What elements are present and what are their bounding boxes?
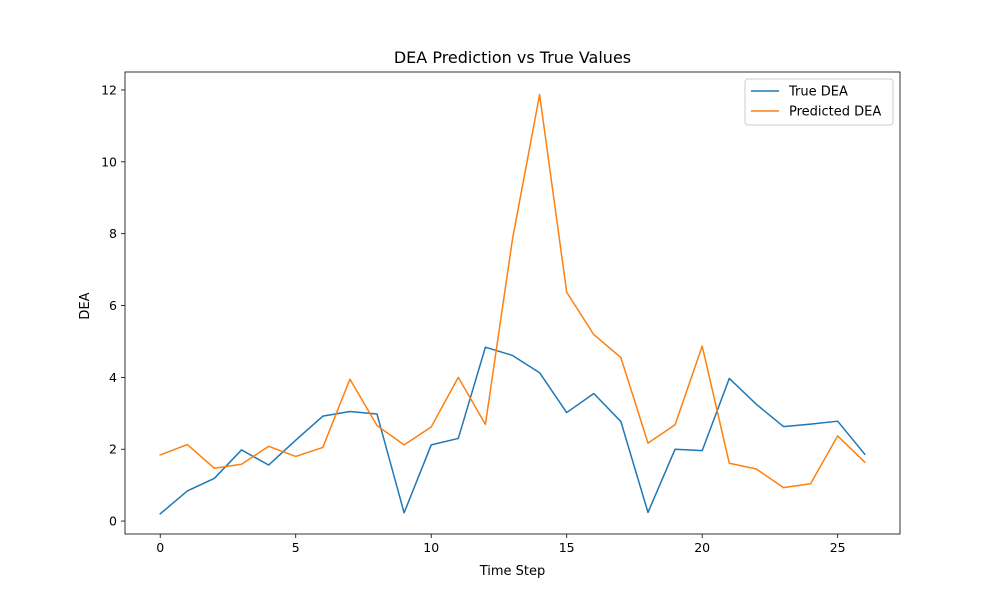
legend-label-true-dea: True DEA bbox=[788, 85, 848, 100]
x-tick-label: 20 bbox=[694, 540, 710, 555]
plot-area: 0 5 10 15 20 25 0 2 4 6 8 10 12 bbox=[101, 71, 901, 555]
legend-box bbox=[744, 78, 894, 126]
axes-frame bbox=[124, 71, 901, 535]
x-tick-label: 5 bbox=[292, 540, 300, 555]
legend-label-predicted-dea: Predicted DEA bbox=[789, 105, 881, 120]
x-tick-label: 10 bbox=[423, 540, 439, 555]
y-tick-label: 4 bbox=[109, 370, 117, 385]
y-axis-label: DEA bbox=[78, 292, 93, 319]
series-line-predicted-dea bbox=[159, 93, 866, 489]
series-line-true-dea bbox=[159, 346, 866, 515]
y-tick-label: 12 bbox=[101, 82, 117, 97]
x-tick-label: 15 bbox=[559, 540, 575, 555]
x-tick-label: 25 bbox=[830, 540, 846, 555]
x-tick-label: 0 bbox=[156, 540, 164, 555]
y-tick-label: 8 bbox=[109, 226, 117, 241]
chart-title: DEA Prediction vs True Values bbox=[394, 48, 631, 67]
legend: True DEA Predicted DEA bbox=[744, 78, 894, 126]
y-tick-label: 0 bbox=[109, 514, 117, 529]
y-tick-label: 10 bbox=[101, 154, 117, 169]
x-axis-label: Time Step bbox=[479, 564, 546, 579]
y-tick-label: 6 bbox=[109, 298, 117, 313]
y-tick-label: 2 bbox=[109, 442, 117, 457]
